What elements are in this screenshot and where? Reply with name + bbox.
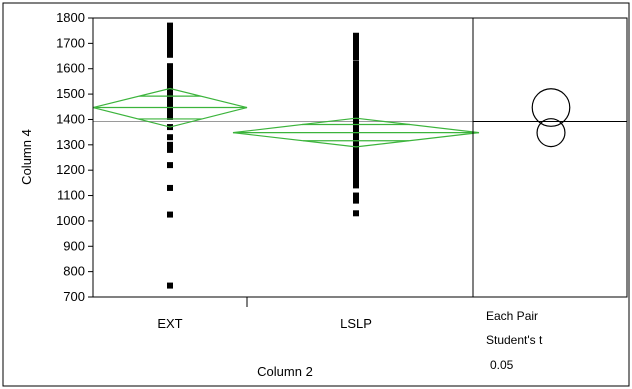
comparison-labels: Each Pair Student's t 0.05 — [486, 309, 543, 372]
data-point — [353, 86, 359, 93]
data-point — [353, 54, 359, 61]
comparison-label: Each Pair — [486, 309, 538, 323]
y-tick-label: 1700 — [56, 35, 85, 50]
data-point — [353, 177, 359, 184]
data-point — [353, 44, 359, 51]
comparison-frame — [472, 17, 628, 298]
y-tick-label: 1200 — [56, 162, 85, 177]
data-point — [353, 49, 359, 56]
y-tick-label: 800 — [63, 264, 85, 279]
data-point — [167, 41, 173, 48]
data-point — [353, 75, 359, 82]
data-point — [167, 27, 173, 34]
data-point — [353, 136, 359, 143]
data-point — [167, 89, 173, 96]
data-point — [353, 151, 359, 158]
data-point — [353, 80, 359, 87]
comparison-label: Student's t — [486, 333, 543, 347]
y-tick-label: 1100 — [57, 188, 85, 203]
data-point — [353, 116, 359, 123]
data-point — [167, 113, 173, 120]
y-tick-label: 700 — [63, 289, 85, 304]
y-axis: 700 800 900 1000 1100 1200 1300 1400 1500 1600 170… — [56, 10, 93, 304]
data-point — [353, 131, 359, 138]
data-point — [167, 78, 173, 85]
data-point — [353, 192, 359, 199]
data-point — [167, 46, 173, 53]
data-point — [167, 141, 173, 148]
data-point — [353, 111, 359, 118]
data-point — [353, 60, 359, 67]
comparison-label: 0.05 — [490, 358, 514, 372]
data-point — [353, 106, 359, 113]
data-points — [167, 22, 359, 289]
y-tick-label: 1600 — [56, 61, 85, 76]
data-point — [353, 197, 359, 204]
y-axis-title: Column 4 — [19, 129, 34, 185]
data-point — [353, 101, 359, 108]
data-point — [353, 210, 359, 217]
comparison-circle — [531, 88, 571, 127]
x-axis-categories: EXT LSLP — [157, 316, 372, 331]
data-point — [353, 172, 359, 179]
y-tick-label: 1000 — [56, 213, 85, 228]
x-axis-title: Column 2 — [257, 364, 313, 379]
data-point — [167, 211, 173, 218]
data-point — [353, 182, 359, 189]
y-tick-label: 1300 — [56, 137, 85, 152]
data-point — [167, 74, 173, 81]
data-point — [167, 63, 173, 70]
comparison-circles — [531, 88, 571, 148]
data-point — [167, 184, 173, 191]
plot-frame — [92, 17, 474, 298]
y-tick-label: 1400 — [56, 111, 85, 126]
data-point — [353, 146, 359, 153]
y-tick-label: 1800 — [56, 10, 85, 25]
data-point — [353, 36, 359, 43]
data-point — [167, 282, 173, 289]
category-label: EXT — [157, 316, 182, 331]
data-point — [167, 97, 173, 104]
data-point — [353, 141, 359, 148]
means-diamonds — [92, 87, 480, 148]
y-tick-label: 1500 — [56, 86, 85, 101]
data-point — [353, 162, 359, 169]
data-point — [353, 91, 359, 98]
data-point — [167, 31, 173, 38]
data-point — [167, 51, 173, 58]
data-point — [167, 36, 173, 43]
data-point — [353, 96, 359, 103]
data-point — [167, 162, 173, 169]
data-point — [167, 108, 173, 115]
data-point — [353, 70, 359, 77]
data-point — [167, 146, 173, 153]
data-point — [167, 66, 173, 73]
data-point — [353, 40, 359, 47]
comparison-circle — [536, 118, 566, 148]
data-point — [167, 70, 173, 77]
data-point — [353, 126, 359, 133]
data-point — [353, 65, 359, 72]
data-point — [167, 134, 173, 141]
category-label: LSLP — [340, 316, 372, 331]
data-point — [353, 157, 359, 164]
data-point — [167, 82, 173, 89]
data-point — [353, 167, 359, 174]
data-point — [167, 22, 173, 29]
data-point — [167, 101, 173, 108]
y-tick-label: 900 — [63, 238, 85, 253]
data-point — [353, 32, 359, 39]
